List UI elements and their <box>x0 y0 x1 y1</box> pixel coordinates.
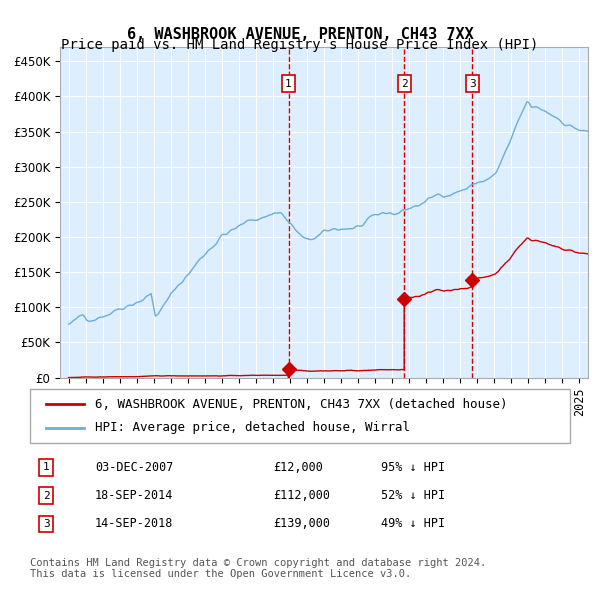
Text: 52% ↓ HPI: 52% ↓ HPI <box>381 489 445 502</box>
Text: 2: 2 <box>43 491 50 500</box>
Text: £112,000: £112,000 <box>273 489 330 502</box>
Text: 49% ↓ HPI: 49% ↓ HPI <box>381 517 445 530</box>
Text: 1: 1 <box>43 463 50 472</box>
Text: £12,000: £12,000 <box>273 461 323 474</box>
FancyBboxPatch shape <box>30 389 570 442</box>
Text: HPI: Average price, detached house, Wirral: HPI: Average price, detached house, Wirr… <box>95 421 410 434</box>
Text: 18-SEP-2014: 18-SEP-2014 <box>95 489 173 502</box>
Text: 95% ↓ HPI: 95% ↓ HPI <box>381 461 445 474</box>
Text: 03-DEC-2007: 03-DEC-2007 <box>95 461 173 474</box>
Text: 6, WASHBROOK AVENUE, PRENTON, CH43 7XX (detached house): 6, WASHBROOK AVENUE, PRENTON, CH43 7XX (… <box>95 398 508 411</box>
Text: 6, WASHBROOK AVENUE, PRENTON, CH43 7XX: 6, WASHBROOK AVENUE, PRENTON, CH43 7XX <box>127 27 473 41</box>
Text: 14-SEP-2018: 14-SEP-2018 <box>95 517 173 530</box>
Text: £139,000: £139,000 <box>273 517 330 530</box>
Text: 3: 3 <box>469 78 476 88</box>
Text: 2: 2 <box>401 78 407 88</box>
Text: Contains HM Land Registry data © Crown copyright and database right 2024.
This d: Contains HM Land Registry data © Crown c… <box>30 558 486 579</box>
Text: 1: 1 <box>285 78 292 88</box>
Text: Price paid vs. HM Land Registry's House Price Index (HPI): Price paid vs. HM Land Registry's House … <box>61 38 539 53</box>
Text: 3: 3 <box>43 519 50 529</box>
